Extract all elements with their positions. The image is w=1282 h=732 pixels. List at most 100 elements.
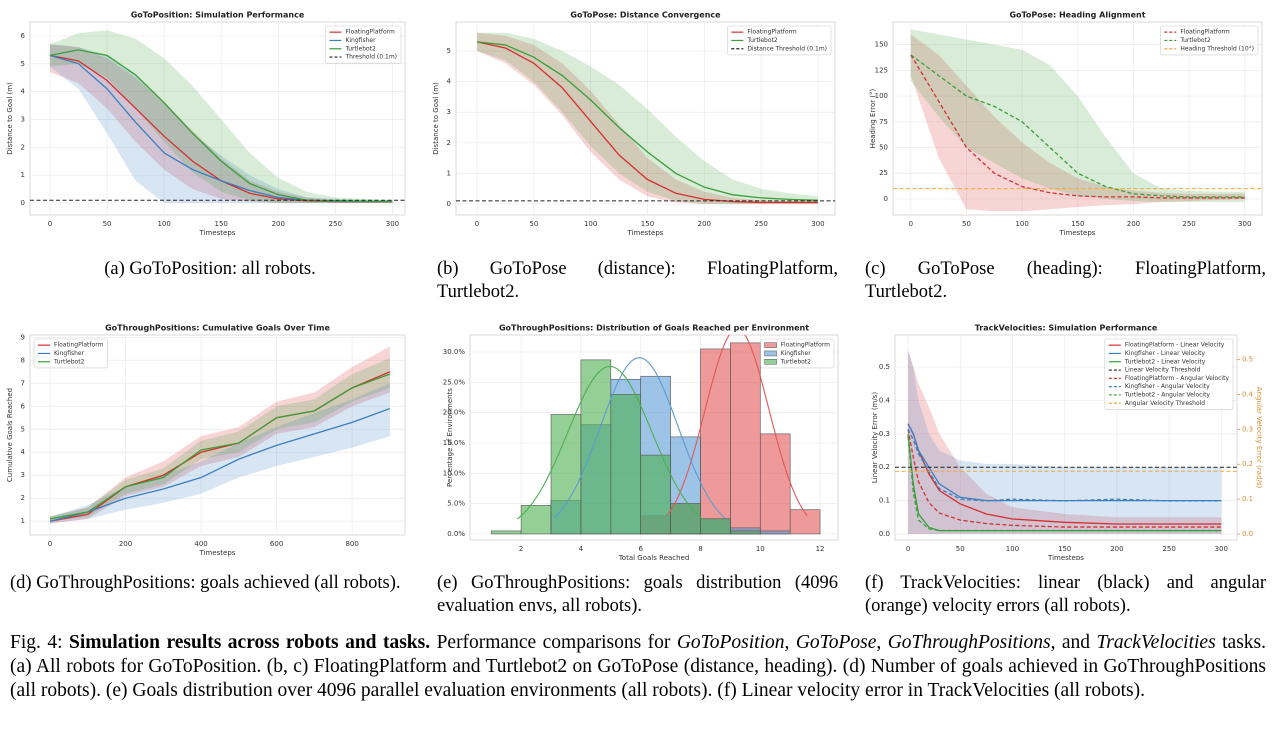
x-tick-label: 250 [754,220,767,228]
caption-italic: TrackVelocities [1096,632,1216,653]
y-tick-label: 8 [21,356,25,364]
legend-swatch [764,350,777,357]
y-tick-label: 4 [447,78,452,86]
x-tick-label: 100 [584,220,597,228]
y2-tick-label: 0.1 [1242,495,1253,503]
chart-title: TrackVelocities: Simulation Performance [975,324,1158,333]
x-tick-label: 100 [157,220,170,228]
y-tick-label: 100 [875,92,888,100]
legend-label: Threshold (0.1m) [344,54,397,61]
caption-italic: GoToPose [795,632,877,653]
legend-box [760,338,835,369]
x-tick-label: 0 [909,220,913,228]
caption-text: Performance comparisons for [430,632,677,653]
legend-label: Heading Threshold (10°) [1180,45,1254,52]
legend-box [325,25,402,64]
histogram-bar [580,359,612,535]
x-tick-label: 4 [579,545,584,553]
y-tick-label: 1 [447,169,451,177]
y-tick-label: 3 [447,108,451,116]
chart-title: GoToPose: Heading Alignment [1009,11,1145,20]
caption-italic: GoThroughPositions [887,632,1051,653]
chart-panel: 2 4 6 8 10 12 0.0% 5.0% 10.0% 15.0% 20.0% 25.0% 30.0… [443,324,839,560]
x-tick-label: 0 [48,220,52,228]
x-tick-label: 300 [811,220,824,228]
y-tick-label: 6 [21,402,26,410]
y2-tick-label: 0.2 [1242,460,1253,468]
legend-label: Linear Velocity Threshold [1125,367,1201,374]
plot-area [30,30,405,204]
confidence-band [50,346,390,524]
legend-label: Kingfisher - Linear Velocity [1125,350,1206,357]
y-axis-label: Linear Velocity Error (m/s) [871,392,879,484]
x-axis-label: Total Goals Reached [618,554,690,560]
caption-text: , [784,632,796,653]
series-line [476,41,818,201]
histogram-bar [490,530,522,535]
caption-text: , and [1050,632,1097,653]
y2-tick-label: 0.0 [1242,530,1253,538]
histogram-bar [700,348,731,535]
figure-caption: Fig. 4: Simulation results across robots… [10,631,1266,703]
series-line [49,373,391,520]
x-tick-label: 150 [215,220,228,228]
plot-area [456,32,835,204]
y-tick-label: 75 [879,118,888,126]
confidence-band [50,383,390,524]
legend-box [33,338,108,369]
confidence-band [908,350,1222,534]
y-tick-label: 0.0 [879,530,890,538]
legend-label: Turtlebot2 - Linear Velocity [1124,358,1206,365]
y-tick-label: 2 [447,139,451,147]
series-line [476,41,818,204]
plot-area [49,346,391,524]
x-axis-label: Timesteps [627,229,664,237]
caption-italic: GoToPosition [676,632,785,653]
series-line [49,49,393,203]
subcaption: (b) GoToPose (distance): FloatingPlatfor… [437,259,838,302]
y-tick-label: 2 [21,494,25,502]
y-tick-label: 5 [21,425,25,433]
x-tick-label: 200 [698,220,711,228]
y-tick-label: 3 [21,115,25,123]
x-tick-label: 150 [641,220,654,228]
y-tick-label: 25 [879,169,888,177]
legend-label: Angular Velocity Threshold [1125,400,1205,407]
confidence-band [49,44,393,204]
legend-label: Kingfisher - Angular Velocity [1125,383,1210,390]
y-tick-label: 7 [21,379,25,387]
y-tick-label: 10.0% [443,469,466,477]
x-tick-label: 250 [1162,545,1175,553]
y-tick-label: 9 [21,333,25,341]
y2-axis-label: Angular Velocity Error (rad/s) [1255,387,1263,489]
legend-label: FloatingPlatform [54,342,104,349]
legend-box [1104,338,1234,410]
legend-label: Kingfisher [781,350,812,357]
y-tick-label: 50 [879,144,888,152]
y-tick-label: 20.0% [443,409,466,417]
x-axis-label: Timesteps [1059,229,1096,237]
subcaption: (f) TrackVelocities: linear (black) and … [865,573,1266,616]
y-tick-label: 25.0% [443,378,466,386]
legend-label: Turtlebot2 [1179,37,1211,44]
plot-background [29,334,406,536]
histogram-bar [730,342,761,535]
legend-label: FloatingPlatform [781,342,831,349]
subcaption: (c) GoToPose (heading): FloatingPlatform… [865,259,1266,302]
subcaption: (a) GoToPosition: all robots. [104,259,316,279]
legend-label: Kingfisher [54,350,85,357]
legend-label: FloatingPlatform - Linear Velocity [1125,342,1225,349]
x-tick-label: 250 [329,220,342,228]
chart-panel: 0 50 100 150 200 250 300 0 1 2 3 4 5 GoToPose: Distan… [432,11,836,237]
confidence-band [49,30,393,204]
x-tick-label: 250 [1182,220,1195,228]
x-tick-label: 400 [194,540,207,548]
x-axis-label: Timesteps [199,229,236,237]
caption-text: tasks. (a) All robots for GoToPosition. … [10,632,1266,701]
x-tick-label: 200 [1110,545,1123,553]
confidence-band [910,34,1245,212]
